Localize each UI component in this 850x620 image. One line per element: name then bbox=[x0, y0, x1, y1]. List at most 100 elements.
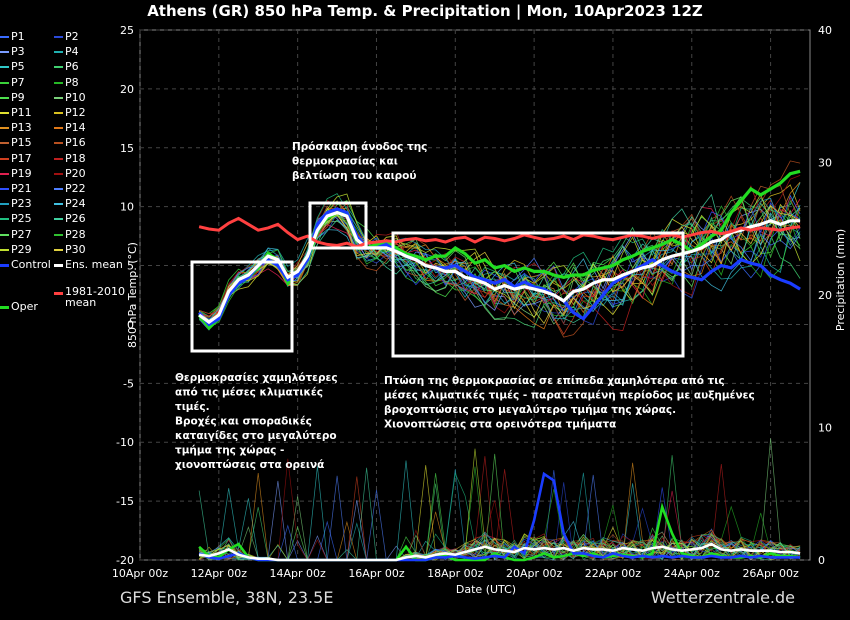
legend-swatch bbox=[0, 96, 9, 99]
legend-item: P23 bbox=[0, 197, 32, 211]
annotations: Θερμοκρασίες χαμηλότερες από τις μέσες κλ… bbox=[175, 141, 755, 471]
legend-swatch bbox=[54, 233, 63, 236]
legend-item: P10 bbox=[54, 91, 86, 105]
legend-label: P10 bbox=[65, 90, 86, 104]
legend-item: P1 bbox=[0, 30, 25, 44]
member-precip-P27 bbox=[199, 453, 801, 561]
legend-item: P16 bbox=[54, 136, 86, 150]
legend-item: P12 bbox=[54, 106, 86, 120]
legend-item: P17 bbox=[0, 152, 32, 166]
annotation-a2-line: θερμοκρασίας και bbox=[292, 156, 398, 168]
y-tick-label: -20 bbox=[116, 554, 134, 567]
x-tick-label: 16Apr 00z bbox=[348, 567, 405, 580]
y-tick-label: 0 bbox=[127, 318, 134, 331]
legend-swatch bbox=[54, 66, 63, 69]
y2-tick-label: 40 bbox=[818, 24, 832, 37]
legend-label: P15 bbox=[11, 136, 32, 150]
legend-swatch bbox=[54, 96, 63, 99]
legend-label: P16 bbox=[65, 136, 86, 150]
legend-item: P26 bbox=[54, 212, 86, 226]
legend-label: P23 bbox=[11, 197, 32, 211]
ensemble-members bbox=[198, 160, 801, 562]
legend-item: P9 bbox=[0, 91, 25, 105]
main-series bbox=[197, 169, 801, 331]
x-tick-label: 24Apr 00z bbox=[664, 567, 721, 580]
annotation-a3-line: βροχοπτώσεις στο μεγαλύτερο τμήμα της χώ… bbox=[384, 404, 676, 416]
legend-item: P14 bbox=[54, 121, 86, 135]
annotation-a2-line: βελτίωση του καιρού bbox=[292, 170, 416, 182]
y2-tick-label: 20 bbox=[818, 289, 832, 302]
legend-label: P5 bbox=[11, 60, 25, 74]
legend-swatch bbox=[54, 51, 63, 54]
legend-swatch bbox=[54, 112, 63, 114]
legend-item: P7 bbox=[0, 76, 25, 90]
legend-label: Ens. mean bbox=[65, 258, 123, 271]
annotation-a1-line: Βροχές και σποραδικές bbox=[175, 416, 312, 428]
precipitation-lines bbox=[198, 471, 801, 562]
legend-label: P7 bbox=[11, 75, 25, 89]
annotation-a3-line: Πτώση της θερμοκρασίας σε επίπεδα χαμηλό… bbox=[384, 375, 725, 387]
legend-label: P6 bbox=[65, 60, 79, 74]
legend-label: P29 bbox=[11, 242, 32, 256]
legend-swatch bbox=[0, 66, 9, 69]
annotation-a1-line: καταιγίδες στο μεγαλύτερο bbox=[175, 430, 337, 442]
annotation-a3-line: Χιονοπτώσεις στα ορεινότερα τμήματα bbox=[384, 419, 616, 431]
member-line-P20 bbox=[198, 175, 801, 325]
legend-item: Control bbox=[0, 258, 51, 272]
legend-label: P2 bbox=[65, 30, 79, 43]
legend-label: P11 bbox=[11, 106, 32, 119]
legend-label: P13 bbox=[11, 121, 32, 135]
member-line-P7 bbox=[198, 200, 801, 320]
legend-item: Oper bbox=[0, 300, 38, 314]
legend-swatch bbox=[54, 291, 63, 295]
legend-item: P27 bbox=[0, 228, 32, 242]
y-axis-label: 850 hPa Temp. (°C) bbox=[126, 242, 139, 348]
annotation-a1-line: χιονοπτώσεις στα ορεινά bbox=[175, 459, 324, 471]
y-tick-label: 10 bbox=[120, 201, 134, 214]
legend-item: P13 bbox=[0, 121, 32, 135]
legend-swatch bbox=[54, 36, 63, 38]
legend-label: Control bbox=[11, 258, 51, 271]
grid bbox=[139, 29, 811, 561]
x-tick-label: 10Apr 00z bbox=[112, 567, 169, 580]
legend-swatch bbox=[0, 188, 9, 190]
annotation-boxes bbox=[190, 201, 685, 358]
series-control bbox=[197, 207, 801, 327]
y-tick-label: -15 bbox=[116, 495, 134, 508]
legend-swatch bbox=[54, 172, 63, 175]
member-line-P24 bbox=[198, 204, 801, 321]
annotation-box bbox=[190, 260, 294, 353]
x-tick-label: 18Apr 00z bbox=[427, 567, 484, 580]
x-tick-label: 26Apr 00z bbox=[742, 567, 799, 580]
legend-swatch bbox=[54, 218, 63, 221]
legend-label: Oper bbox=[11, 300, 38, 313]
site-credit: Wetterzentrale.de bbox=[650, 588, 795, 607]
y-tick-label: 15 bbox=[120, 142, 134, 155]
legend-item: P22 bbox=[54, 182, 86, 196]
legend-item: P18 bbox=[54, 152, 86, 166]
legend-swatch bbox=[54, 157, 63, 160]
legend-item: P6 bbox=[54, 60, 79, 74]
legend-item: P8 bbox=[54, 76, 79, 90]
legend-label: P18 bbox=[65, 151, 86, 165]
y2-axis-label: Precipitation (mm) bbox=[834, 229, 847, 331]
legend-label: P9 bbox=[11, 90, 25, 104]
legend-swatch bbox=[0, 203, 9, 206]
legend-swatch bbox=[0, 112, 9, 114]
legend-swatch bbox=[54, 81, 63, 84]
annotation-box bbox=[391, 231, 685, 358]
legend-item: P19 bbox=[0, 167, 32, 181]
annotation-a2-line: Πρόσκαιρη άνοδος της bbox=[292, 141, 427, 153]
legend-label: P25 bbox=[11, 212, 32, 226]
legend-label: P4 bbox=[65, 45, 79, 59]
legend-swatch bbox=[0, 172, 9, 175]
annotation-a1-line: από τις μέσες κλιματικές bbox=[175, 387, 323, 399]
y-tick-label: -10 bbox=[116, 436, 134, 449]
precip-ens-mean bbox=[198, 542, 801, 562]
legend-item: P11 bbox=[0, 106, 32, 120]
legend-swatch bbox=[0, 233, 9, 236]
legend-swatch bbox=[0, 263, 9, 267]
legend-label: P12 bbox=[65, 106, 86, 119]
y-tick-label: 25 bbox=[120, 24, 134, 37]
legend-item: P21 bbox=[0, 182, 32, 196]
